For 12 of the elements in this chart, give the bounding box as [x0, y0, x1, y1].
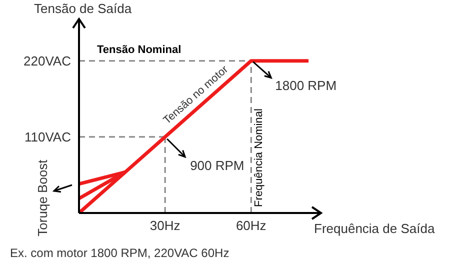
text: Ex. com motor 1800 RPM, 220VAC 60Hz: [10, 246, 230, 260]
y-tick-label: 110VAC: [24, 130, 71, 145]
annotation: 1800 RPM: [275, 78, 337, 93]
y-tick-label: 220VAC: [24, 53, 71, 68]
annotation: 900 RPM: [190, 158, 244, 173]
x-tick-label: 30Hz: [150, 218, 180, 234]
text: Toruqe Boost: [35, 159, 50, 236]
y-axis-title: Tensão de Saída: [34, 1, 132, 16]
ref-line-label: Tensão Nominal: [97, 44, 182, 56]
x-tick-label: 60Hz: [236, 218, 266, 234]
ref-line-label: Frequência Nominal: [253, 108, 266, 207]
x-axis-title: Frequência de Saída: [314, 221, 436, 236]
